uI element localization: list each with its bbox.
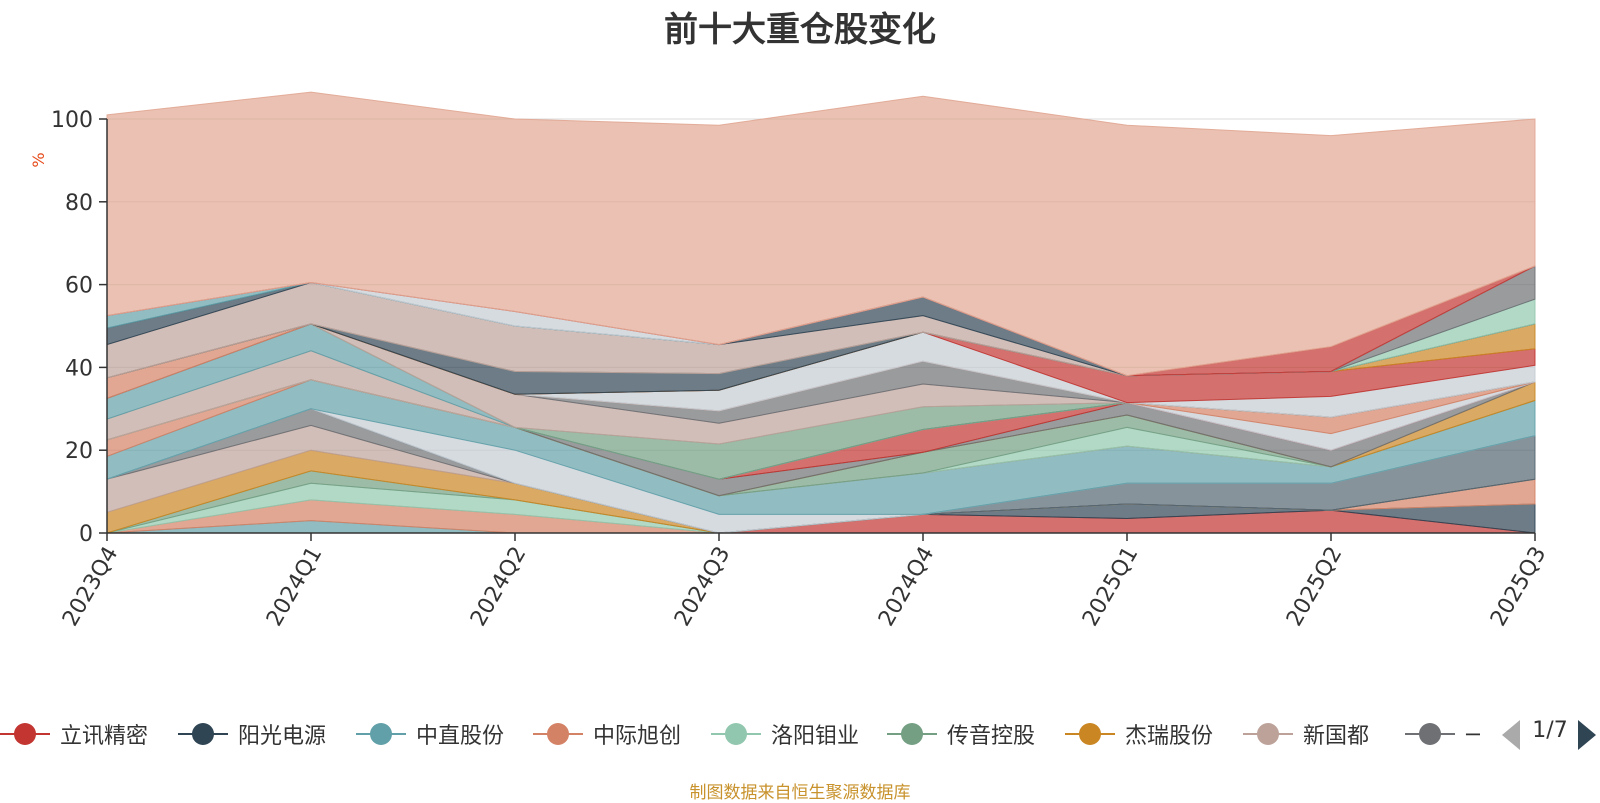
x-tick-label: 2025Q3 bbox=[1486, 543, 1551, 631]
legend-item[interactable]: 传音控股 bbox=[887, 714, 1035, 754]
legend-item[interactable]: 杰瑞股份 bbox=[1065, 714, 1213, 754]
legend-page-info: 1/7 bbox=[1532, 718, 1568, 743]
y-tick-label: 100 bbox=[51, 108, 93, 133]
data-source-note: 制图数据来自恒生聚源数据库 bbox=[689, 783, 911, 803]
y-tick-label: 0 bbox=[79, 522, 93, 547]
y-tick-label: 20 bbox=[65, 439, 93, 464]
legend-marker-icon bbox=[178, 719, 228, 749]
legend-marker-icon bbox=[887, 719, 937, 749]
triangle-left-icon[interactable] bbox=[1502, 720, 1520, 750]
area-series bbox=[106, 91, 1536, 534]
legend-marker-icon bbox=[356, 719, 406, 749]
x-tick-label: 2023Q4 bbox=[58, 543, 123, 631]
legend-item[interactable]: 一品红 bbox=[1405, 714, 1480, 754]
x-tick-label: 2024Q1 bbox=[262, 543, 327, 631]
legend-item[interactable]: 中直股份 bbox=[356, 714, 504, 754]
legend-label: 立讯精密 bbox=[60, 724, 149, 749]
legend-pager: 1/7 bbox=[1498, 714, 1598, 754]
legend-label: 传音控股 bbox=[947, 724, 1036, 749]
legend-marker-icon bbox=[533, 719, 583, 749]
x-tick-label: 2025Q2 bbox=[1282, 543, 1347, 631]
x-tick-label: 2025Q1 bbox=[1078, 543, 1143, 631]
legend-marker-icon bbox=[1065, 719, 1115, 749]
legend-label: 中际旭创 bbox=[593, 724, 682, 749]
y-tick-label: 40 bbox=[65, 356, 93, 381]
y-axis-label: % bbox=[29, 152, 48, 167]
legend-label: 中直股份 bbox=[416, 724, 505, 749]
legend-marker-icon bbox=[1243, 719, 1293, 749]
x-tick-label: 2024Q4 bbox=[874, 543, 939, 631]
x-tick-label: 2024Q3 bbox=[670, 543, 735, 631]
legend: 立讯精密 阳光电源 中直股份 中际旭创 洛阳钼业 传音控股 杰瑞股份 新国都 一品红 bbox=[0, 714, 1480, 754]
legend-label: 一品红 bbox=[1465, 724, 1480, 749]
legend-item[interactable]: 中际旭创 bbox=[533, 714, 681, 754]
x-tick-label: 2024Q2 bbox=[466, 543, 531, 631]
legend-marker-icon bbox=[0, 719, 50, 749]
y-tick-label: 60 bbox=[65, 274, 93, 299]
legend-marker-icon bbox=[1405, 719, 1455, 749]
legend-label: 洛阳钼业 bbox=[771, 724, 860, 749]
legend-item[interactable]: 洛阳钼业 bbox=[711, 714, 859, 754]
legend-label: 新国都 bbox=[1303, 724, 1370, 749]
chart-title: 前十大重仓股变化 bbox=[664, 10, 936, 50]
triangle-right-icon[interactable] bbox=[1578, 720, 1596, 750]
y-tick-label: 80 bbox=[65, 191, 93, 216]
legend-label: 杰瑞股份 bbox=[1125, 724, 1214, 749]
legend-label: 阳光电源 bbox=[238, 724, 327, 749]
legend-item[interactable]: 阳光电源 bbox=[178, 714, 326, 754]
legend-marker-icon bbox=[711, 719, 761, 749]
area-series-其他[interactable] bbox=[106, 91, 1536, 377]
legend-item[interactable]: 立讯精密 bbox=[0, 714, 148, 754]
legend-item[interactable]: 新国都 bbox=[1243, 714, 1369, 754]
